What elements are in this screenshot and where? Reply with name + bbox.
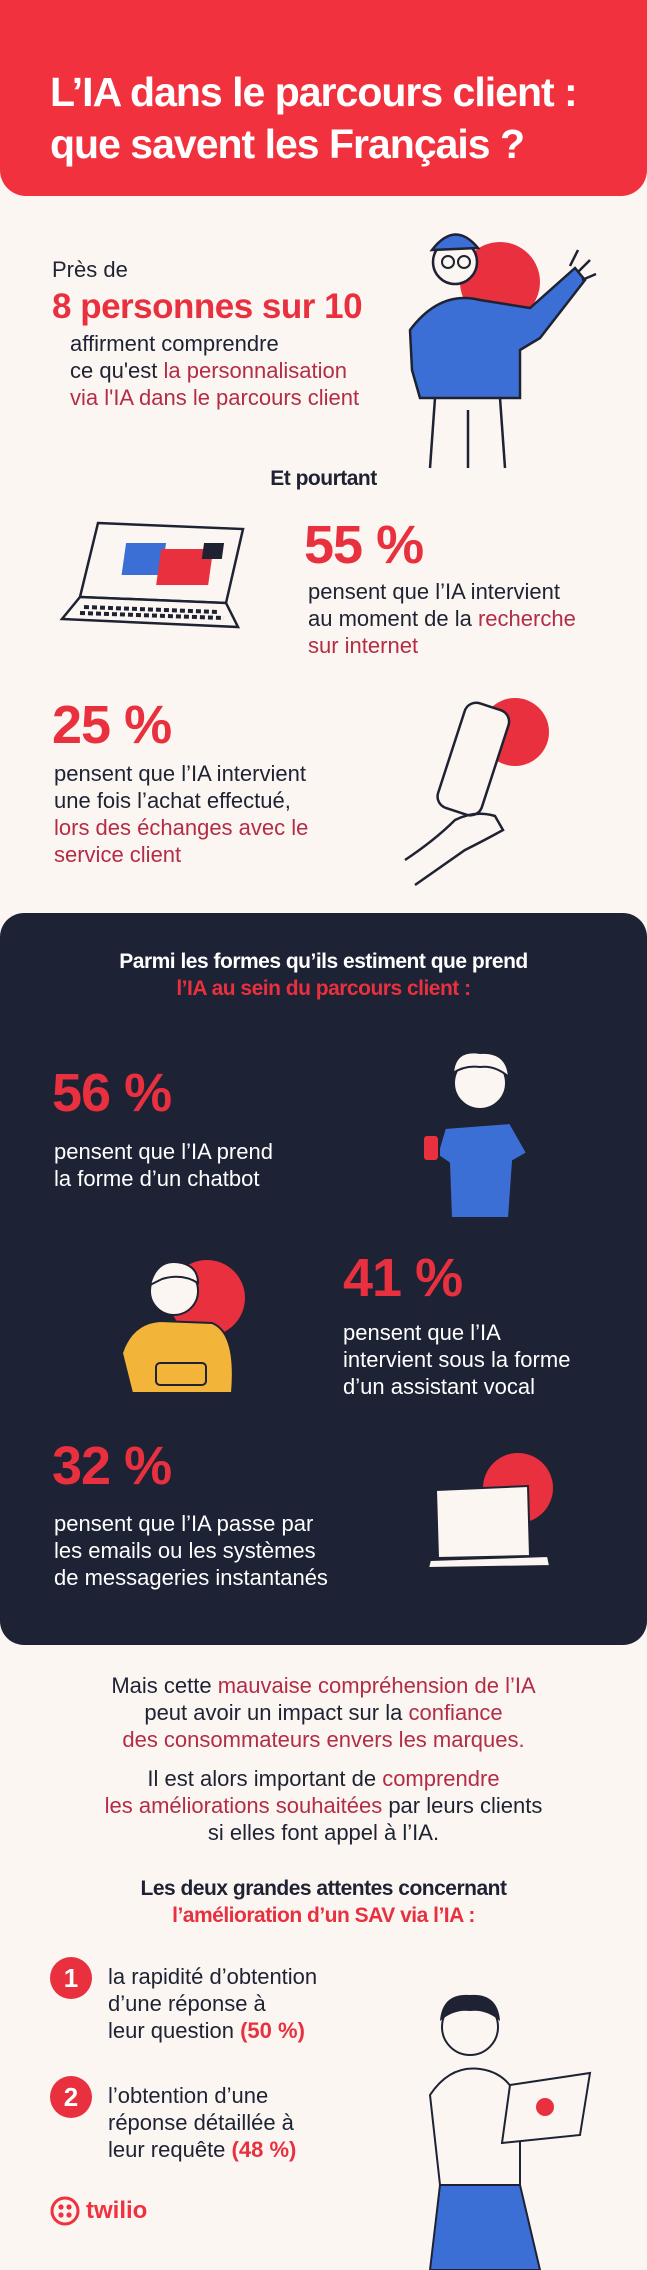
expectation-1-percent: (50 %) <box>240 2018 305 2043</box>
expectation-2-line-3: leur requête (48 %) <box>108 2136 296 2164</box>
mais-line-2-a: peut avoir un impact sur la <box>144 1700 409 1725</box>
mais-line-1-a: Mais cette <box>111 1673 218 1698</box>
stat-55-line-1: pensent que l’IA intervient <box>308 579 560 604</box>
twilio-wordmark: twilio <box>86 2197 148 2224</box>
intro-pre: Près de <box>52 257 128 282</box>
stat-25-line-4: service client <box>54 842 182 867</box>
intro-line-2-highlight: la personnalisation <box>163 358 347 383</box>
expectation-1-line-1: la rapidité d’obtention <box>108 1964 318 1989</box>
expectation-1-line-3-a: leur question <box>108 2018 241 2043</box>
forms-heading-2: l’IA au sein du parcours client : <box>176 977 471 1000</box>
intro-line-1: affirment comprendre <box>70 331 279 356</box>
forms-heading-1: Parmi les formes qu’ils estiment que pre… <box>119 950 528 973</box>
stat-32-value: 32 % <box>52 1436 172 1496</box>
intro-line-3: via l'IA dans le parcours client <box>70 385 360 410</box>
man-waving-illustration <box>408 233 597 469</box>
woman-phone-illustration <box>120 1260 245 1394</box>
header-banner: L’IA dans le parcours client : que saven… <box>0 0 647 196</box>
stat-55-highlight-a: recherche <box>477 606 576 631</box>
important-line-2: les améliorations souhaitées par leurs c… <box>0 1792 647 1820</box>
title-line-2: que savent les Français ? <box>50 121 525 167</box>
stat-25-line-1: pensent que l’IA intervient <box>54 761 306 786</box>
intro-stat: 8 personnes sur 10 <box>52 287 363 326</box>
stat-55-line-2-a: au moment de la <box>308 606 478 631</box>
mais-line-2: peut avoir un impact sur la confiance <box>0 1699 647 1727</box>
mais-highlight-1: mauvaise compréhension de l’IA <box>217 1673 536 1698</box>
mais-line-3: des consommateurs envers les marques. <box>122 1727 525 1752</box>
important-line-3: si elles font appel à l’IA. <box>207 1820 440 1845</box>
important-highlight-2: les améliorations souhaitées <box>104 1793 383 1818</box>
stat-25-value: 25 % <box>52 695 172 755</box>
mais-line-1: Mais cette mauvaise compréhension de l’I… <box>0 1672 647 1700</box>
laptop-open-illustration <box>426 1453 553 1570</box>
stat-25-line-3: lors des échanges avec le <box>54 815 309 840</box>
important-highlight-1: comprendre <box>382 1766 500 1791</box>
stat-56-line-2: la forme d’un chatbot <box>54 1166 260 1191</box>
title-line-1: L’IA dans le parcours client : <box>50 69 578 115</box>
stat-55-line-3: sur internet <box>308 633 419 658</box>
woman-tablet-illustration <box>428 1994 592 2270</box>
phone-hand-illustration <box>404 698 549 887</box>
mais-highlight-2: confiance <box>408 1700 503 1725</box>
twilio-logo: twilio <box>50 2196 147 2226</box>
laptop-illustration <box>59 521 245 629</box>
stat-55-line-2: au moment de la recherche <box>308 605 576 633</box>
stat-32-line-3: de messageries instantanés <box>54 1565 328 1590</box>
forms-section: Parmi les formes qu’ils estiment que pre… <box>0 913 647 1645</box>
intro-line-2: ce qu'est la personnalisation <box>70 357 347 385</box>
expectation-2-line-3-a: leur requête <box>108 2137 232 2162</box>
expectation-2-line-1: l’obtention d’une <box>108 2083 269 2108</box>
expectation-2-percent: (48 %) <box>231 2137 297 2162</box>
stat-41-line-2: intervient sous la forme <box>343 1347 571 1372</box>
important-line-1: Il est alors important de comprendre <box>0 1765 647 1793</box>
stat-56-value: 56 % <box>52 1063 172 1123</box>
man-chatbot-illustration <box>422 1051 529 1219</box>
stat-41-value: 41 % <box>343 1248 463 1308</box>
expectation-1-badge: 1 <box>50 1957 92 1999</box>
attentes-heading-1: Les deux grandes attentes concernant <box>140 1877 507 1900</box>
stat-41-line-3: d’un assistant vocal <box>343 1374 535 1399</box>
expectation-2-line-2: réponse détaillée à <box>108 2110 294 2135</box>
important-line-2-b: par leurs clients <box>382 1793 543 1818</box>
expectation-1-line-2: d’une réponse à <box>108 1991 266 2016</box>
important-line-1-a: Il est alors important de <box>147 1766 383 1791</box>
et-pourtant-heading: Et pourtant <box>270 467 377 490</box>
stat-32-line-2: les emails ou les systèmes <box>54 1538 316 1563</box>
twilio-mark-icon <box>50 2196 80 2226</box>
intro-line-2-a: ce qu'est <box>70 358 164 383</box>
expectation-1-line-3: leur question (50 %) <box>108 2017 305 2045</box>
expectation-2-badge: 2 <box>50 2076 92 2118</box>
stat-25-line-2: une fois l’achat effectué, <box>54 788 291 813</box>
stat-56-line-1: pensent que l’IA prend <box>54 1139 273 1164</box>
stat-32-line-1: pensent que l’IA passe par <box>54 1511 314 1536</box>
stat-41-line-1: pensent que l’IA <box>343 1320 501 1345</box>
stat-55-value: 55 % <box>304 515 424 575</box>
attentes-heading-2: l’amélioration d’un SAV via l’IA : <box>172 1904 475 1927</box>
